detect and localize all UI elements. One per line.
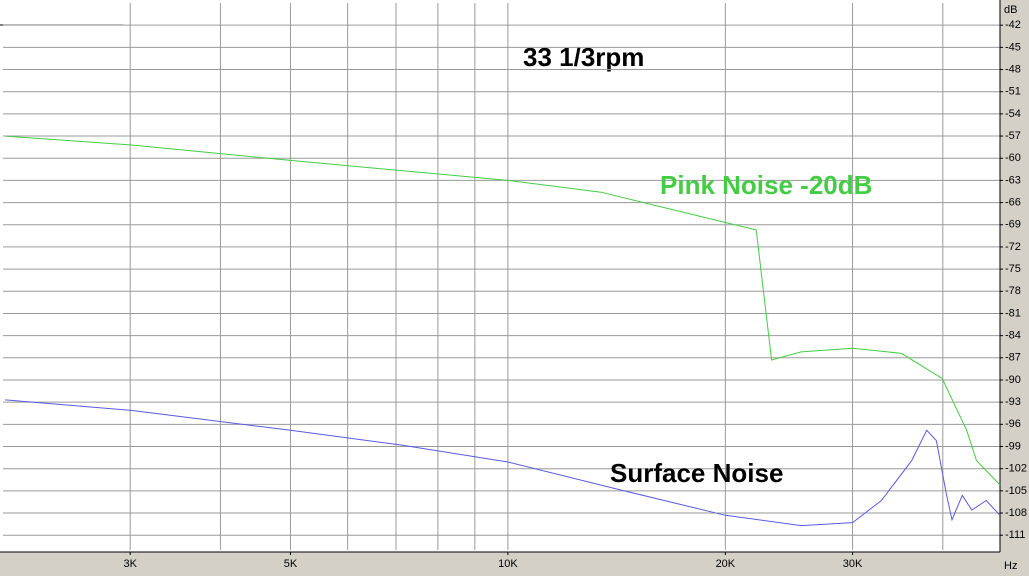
x-axis-panel — [0, 552, 1029, 576]
series-line — [5, 399, 1001, 527]
y-tick-label: -60 — [1005, 152, 1021, 164]
y-tick-label: -93 — [1005, 396, 1021, 408]
y-tick-label: -81 — [1005, 307, 1021, 319]
y-unit: dB — [1004, 4, 1017, 16]
series-line — [5, 135, 1001, 486]
y-tick-label: -108 — [1005, 507, 1027, 519]
y-tick-label: -99 — [1005, 440, 1021, 452]
x-tick-label: 3K — [123, 558, 137, 570]
y-tick-label: -51 — [1005, 86, 1021, 98]
x-tick-label: 30K — [843, 558, 863, 570]
y-tick-label: -96 — [1005, 418, 1021, 430]
y-tick-label: -69 — [1005, 219, 1021, 231]
y-tick-label: -84 — [1005, 330, 1021, 342]
y-tick-label: -42 — [1005, 19, 1021, 31]
y-tick-label: -105 — [1005, 485, 1027, 497]
y-tick-label: -102 — [1005, 463, 1027, 475]
y-tick-label: -111 — [1005, 529, 1025, 541]
x-tick-label: 10K — [498, 558, 518, 570]
y-tick-label: -63 — [1005, 174, 1021, 186]
y-tick-label: -54 — [1005, 108, 1021, 120]
y-tick-label: -87 — [1005, 352, 1021, 364]
chart-title: 33 1/3rpm — [523, 42, 644, 72]
series-label: Pink Noise -20dB — [660, 170, 872, 200]
y-tick-label: -90 — [1005, 374, 1021, 386]
x-tick-label: 5K — [284, 558, 298, 570]
y-tick-label: -57 — [1005, 130, 1021, 142]
x-tick-label: 20K — [716, 558, 736, 570]
series-label: Surface Noise — [610, 458, 783, 488]
x-unit: Hz — [1004, 560, 1017, 572]
y-tick-label: -48 — [1005, 63, 1021, 75]
y-tick-label: -72 — [1005, 241, 1021, 253]
y-tick-label: -75 — [1005, 263, 1021, 275]
y-tick-label: -45 — [1005, 41, 1021, 53]
y-axis-panel — [1000, 0, 1029, 576]
y-tick-label: -66 — [1005, 196, 1021, 208]
y-tick-label: -78 — [1005, 285, 1021, 297]
